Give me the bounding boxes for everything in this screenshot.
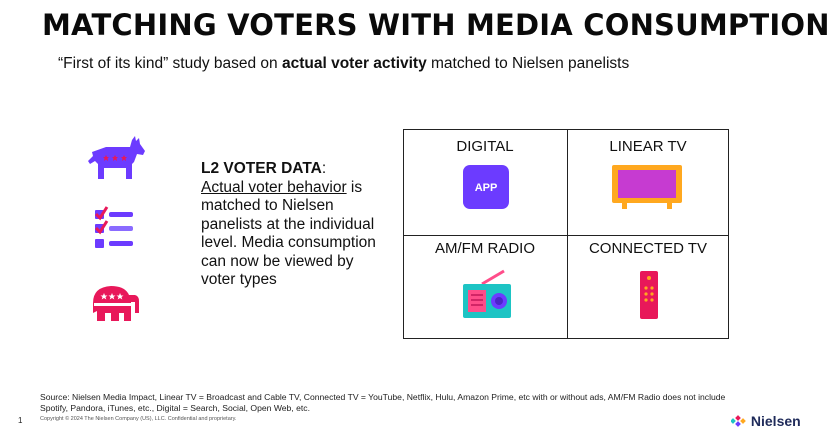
source-footnote: Source: Nielsen Media Impact, Linear TV …: [40, 392, 726, 413]
page-number: 1: [18, 416, 23, 425]
subtitle-bold: actual voter activity: [281, 55, 427, 72]
app-icon: APP: [463, 165, 509, 209]
elephant-icon: [93, 286, 139, 321]
subtitle: “First of its kind” study based on actua…: [58, 55, 629, 73]
l2-underlined: Actual voter behavior: [201, 178, 347, 196]
app-icon-label: APP: [475, 182, 498, 194]
nielsen-logo-icon: [730, 415, 746, 427]
linear-tv-label: LINEAR TV: [609, 138, 687, 155]
checklist-icon: [94, 206, 133, 248]
subtitle-pre: “First of its kind” study based on: [58, 55, 282, 72]
donkey-icon: [88, 136, 145, 179]
nielsen-logo: Nielsen: [730, 413, 801, 429]
remote-icon: [640, 271, 658, 319]
subtitle-post: matched to Nielsen panelists: [426, 55, 630, 72]
radio-icon: [463, 269, 511, 318]
digital-label: DIGITAL: [456, 138, 514, 155]
l2-body: is matched to Nielsen panelists at the i…: [201, 178, 376, 289]
page-title: MATCHING VOTERS WITH MEDIA CONSUMPTION: [42, 8, 828, 42]
l2-colon: :: [321, 160, 327, 177]
grid-divider-vertical: [567, 130, 568, 338]
connected-tv-label: CONNECTED TV: [588, 240, 708, 257]
l2-voter-description: L2 VOTER DATA: Actual voter behavior is m…: [201, 160, 376, 290]
media-grid: DIGITAL LINEAR TV AM/FM RADIO CONNECTED …: [403, 129, 729, 339]
copyright-notice: Copyright © 2024 The Nielsen Company (US…: [40, 416, 237, 422]
radio-label: AM/FM RADIO: [435, 240, 535, 257]
tv-icon: [612, 165, 682, 209]
nielsen-logo-text: Nielsen: [750, 413, 801, 429]
l2-heading: L2 VOTER DATA: [201, 160, 322, 177]
grid-divider-horizontal: [404, 235, 728, 236]
